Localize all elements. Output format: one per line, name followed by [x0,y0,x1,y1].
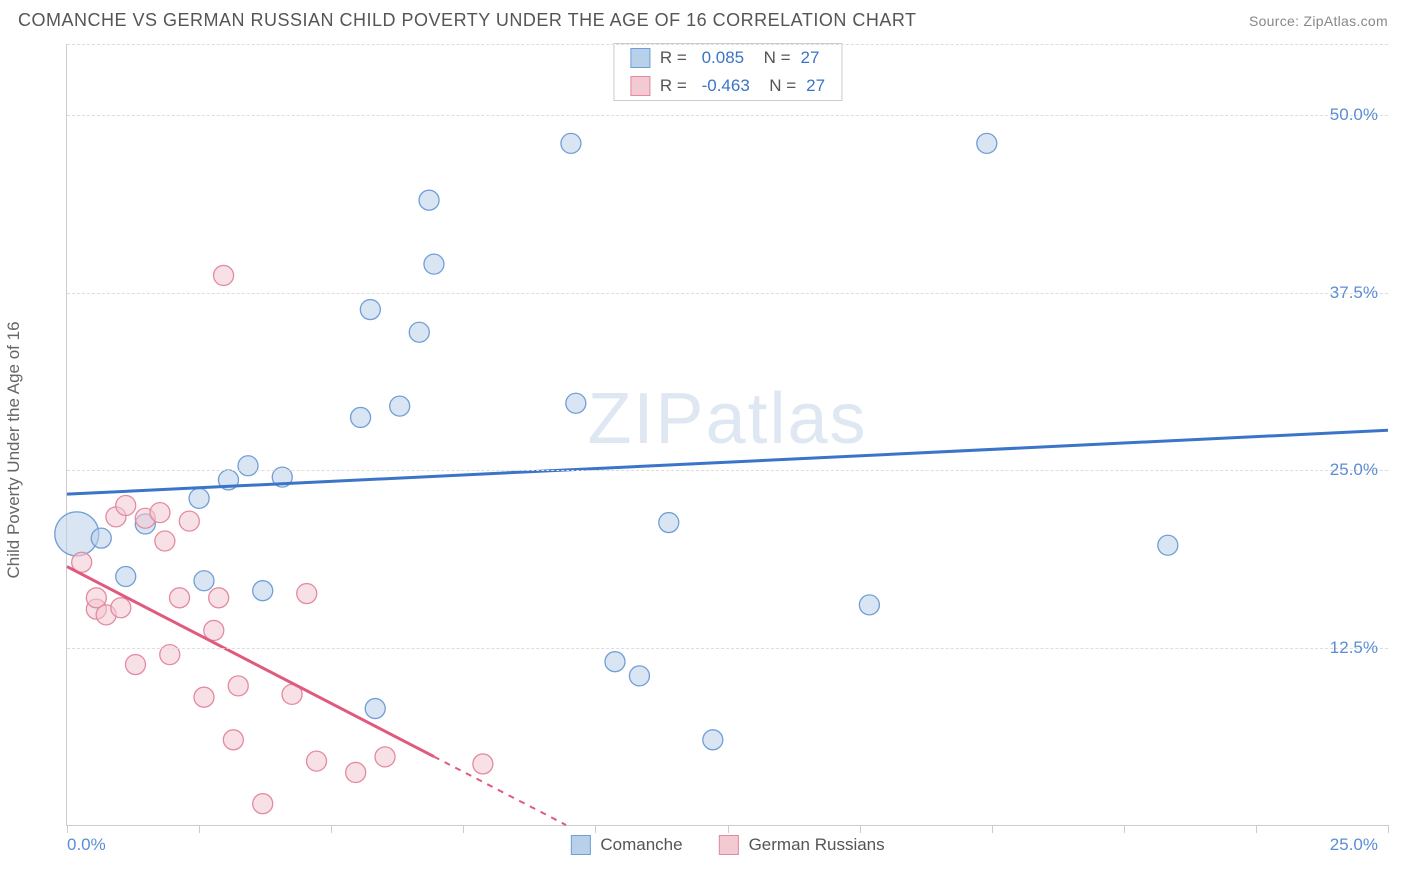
data-point [351,407,371,427]
data-point [238,456,258,476]
gridline [67,44,1388,45]
x-tick-label: 25.0% [1330,835,1378,855]
correlation-legend: R = 0.085 N =27R = -0.463 N =27 [613,43,842,101]
data-point [194,571,214,591]
legend-n-value: 27 [801,48,820,68]
legend-n-label: N = [760,76,796,96]
trend-line [67,567,434,757]
data-point [170,588,190,608]
legend-r-label: R = [660,48,692,68]
data-point [859,595,879,615]
x-tick-label: 0.0% [67,835,106,855]
data-point [150,503,170,523]
data-point [111,598,131,618]
data-point [1158,535,1178,555]
x-tick [199,825,200,833]
data-point [253,794,273,814]
data-point [214,265,234,285]
x-tick [992,825,993,833]
gridline [67,115,1388,116]
x-tick [1124,825,1125,833]
x-tick [860,825,861,833]
chart-header: COMANCHE VS GERMAN RUSSIAN CHILD POVERTY… [0,0,1406,39]
chart-container: Child Poverty Under the Age of 16 ZIPatl… [18,44,1388,856]
data-point [629,666,649,686]
x-tick [67,825,68,833]
legend-swatch [570,835,590,855]
data-point [209,588,229,608]
y-axis-label: Child Poverty Under the Age of 16 [4,321,24,578]
data-point [194,687,214,707]
y-tick-label: 50.0% [1330,105,1378,125]
data-point [605,652,625,672]
data-point [116,567,136,587]
legend-r-value: -0.463 [702,76,750,96]
data-point [703,730,723,750]
x-tick [1256,825,1257,833]
legend-label: German Russians [749,835,885,855]
gridline [67,293,1388,294]
plot-area: ZIPatlas R = 0.085 N =27R = -0.463 N =27… [66,44,1388,826]
legend-row: R = 0.085 N = 27 [614,44,841,72]
legend-swatch [719,835,739,855]
chart-source: Source: ZipAtlas.com [1249,13,1388,29]
y-tick-label: 37.5% [1330,283,1378,303]
legend-row: R = -0.463 N = 27 [614,72,841,100]
plot-svg [67,44,1388,825]
data-point [365,699,385,719]
y-tick-label: 25.0% [1330,460,1378,480]
x-tick [331,825,332,833]
data-point [91,528,111,548]
data-point [473,754,493,774]
legend-r-value: 0.085 [702,48,745,68]
data-point [566,393,586,413]
y-tick-label: 12.5% [1330,638,1378,658]
x-tick [1388,825,1389,833]
legend-swatch [630,76,650,96]
data-point [125,655,145,675]
data-point [659,513,679,533]
legend-item: Comanche [570,835,682,855]
x-tick [595,825,596,833]
chart-title: COMANCHE VS GERMAN RUSSIAN CHILD POVERTY… [18,10,917,31]
data-point [253,581,273,601]
legend-swatch [630,48,650,68]
data-point [155,531,175,551]
x-tick [463,825,464,833]
data-point [297,584,317,604]
trend-line [67,430,1388,494]
data-point [360,300,380,320]
series-legend: Comanche German Russians [570,835,884,855]
data-point [409,322,429,342]
data-point [228,676,248,696]
data-point [390,396,410,416]
legend-item: German Russians [719,835,885,855]
x-tick [728,825,729,833]
legend-r-label: R = [660,76,692,96]
data-point [977,133,997,153]
gridline [67,648,1388,649]
gridline [67,470,1388,471]
data-point [375,747,395,767]
data-point [189,488,209,508]
data-point [419,190,439,210]
data-point [307,751,327,771]
data-point [561,133,581,153]
data-point [179,511,199,531]
data-point [223,730,243,750]
legend-n-value: 27 [806,76,825,96]
legend-label: Comanche [600,835,682,855]
data-point [116,496,136,516]
trend-line-dashed [434,757,566,825]
legend-n-label: N = [754,48,790,68]
data-point [346,762,366,782]
data-point [424,254,444,274]
